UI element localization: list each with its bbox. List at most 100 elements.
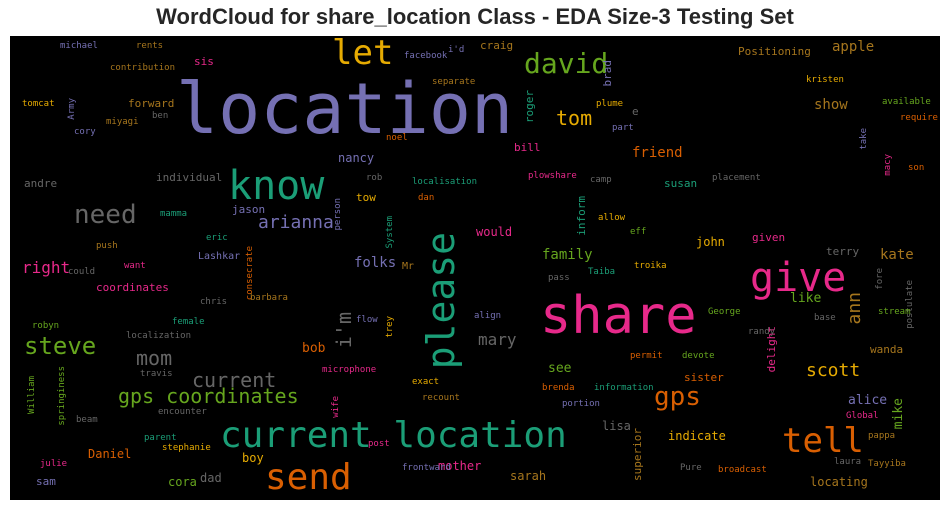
word-plowshare: plowshare	[528, 171, 577, 181]
word-mother: mother	[438, 459, 482, 473]
word-broadcast: broadcast	[718, 465, 767, 475]
word-roger: roger	[523, 90, 536, 124]
word-person: person	[333, 198, 343, 231]
word-bill: bill	[514, 141, 541, 154]
word-base: base	[814, 313, 836, 323]
word-pass: pass	[548, 273, 570, 283]
word-gps: gps	[654, 382, 701, 412]
word-chris: chris	[200, 297, 228, 307]
word-scott: scott	[806, 360, 861, 381]
word-superior: superior	[631, 428, 644, 481]
word-terry: terry	[826, 245, 860, 258]
word-eric: eric	[206, 233, 228, 243]
word-flow: flow	[356, 315, 378, 325]
word-brad: brad	[601, 60, 614, 87]
word-share: share	[540, 286, 697, 346]
word-require: require	[900, 113, 938, 123]
word-kate: kate	[880, 247, 914, 263]
word-separate: separate	[432, 77, 476, 87]
word-nancy: nancy	[338, 151, 375, 165]
word-e: e	[632, 105, 639, 118]
word-positioning: Positioning	[738, 45, 811, 58]
word-parent: parent	[144, 433, 177, 443]
word-see: see	[548, 361, 572, 376]
word-devote: devote	[682, 351, 715, 361]
word-beam: beam	[76, 415, 98, 425]
word-could: could	[68, 267, 96, 277]
word-exact: exact	[412, 377, 440, 387]
word-information: information	[594, 383, 654, 393]
word-ann: ann	[844, 292, 865, 325]
word-align: align	[474, 311, 502, 321]
word-need: need	[74, 200, 137, 230]
word-steve: steve	[24, 332, 97, 360]
word-george: George	[708, 307, 741, 317]
word-send: send	[265, 457, 352, 498]
word-mary: mary	[478, 330, 517, 349]
word-eff: eff	[630, 227, 647, 237]
word-daniel: Daniel	[88, 447, 132, 461]
word-taiba: Taiba	[588, 267, 616, 277]
word-mike: mike	[891, 398, 906, 430]
word-bob: bob	[302, 341, 326, 356]
word-julie: julie	[40, 459, 68, 469]
word-sis: sis	[194, 55, 214, 68]
word-michael: michael	[60, 41, 98, 51]
word-global: Global	[846, 411, 879, 421]
word-stephanie: stephanie	[162, 443, 211, 453]
word-camp: camp	[590, 175, 612, 185]
word-lashkar: Lashkar	[198, 251, 241, 262]
word-laura: laura	[834, 457, 862, 467]
word-dad: dad	[200, 471, 222, 485]
word-travis: travis	[140, 369, 173, 379]
word-mr: Mr	[402, 261, 415, 272]
word-like: like	[790, 291, 822, 306]
word-female: female	[172, 317, 205, 327]
word-sister: sister	[684, 371, 724, 384]
word-cory: cory	[74, 127, 96, 137]
word-pappa: pappa	[868, 431, 896, 441]
word-cora: cora	[168, 475, 197, 489]
word-current: current	[192, 368, 277, 392]
word-microphone: microphone	[322, 365, 377, 375]
word-postulate: postulate	[905, 280, 915, 329]
word-susan: susan	[664, 177, 698, 190]
word-indicate: indicate	[668, 429, 726, 443]
word-tom: tom	[556, 106, 593, 130]
word-tell: tell	[782, 421, 864, 461]
word-randy: randy	[748, 327, 776, 337]
word-sarah: sarah	[510, 469, 547, 483]
word-miyagi: miyagi	[106, 117, 139, 127]
word-tayyiba: Tayyiba	[868, 459, 906, 469]
word-robyn: robyn	[32, 321, 60, 331]
word-frontward: frontward	[402, 463, 451, 473]
word-contribution: contribution	[110, 63, 176, 73]
word-portion: portion	[562, 399, 600, 409]
word-pure: Pure	[680, 463, 702, 473]
word-mom: mom	[136, 346, 173, 370]
word-encounter: encounter	[158, 407, 207, 417]
word-jason: jason	[232, 203, 266, 216]
word-rents: rents	[136, 41, 164, 51]
word-wanda: wanda	[870, 343, 904, 356]
word-alice: alice	[848, 393, 888, 408]
word-gps-coordinates: gps coordinates	[118, 384, 299, 408]
word-push: push	[96, 241, 118, 251]
word-mamma: mamma	[160, 209, 188, 219]
word-allow: allow	[598, 213, 626, 223]
word-david: david	[524, 47, 609, 80]
word-placement: placement	[712, 173, 761, 183]
word-show: show	[814, 97, 848, 113]
word-right: right	[22, 258, 71, 277]
word-trey: trey	[385, 316, 395, 338]
word-craig: craig	[480, 39, 514, 52]
word-want: want	[124, 261, 146, 271]
word-william: William	[27, 376, 37, 414]
word-kristen: kristen	[806, 75, 844, 85]
word-plume: plume	[596, 99, 624, 109]
word-friend: friend	[632, 145, 683, 161]
word-rob: rob	[366, 173, 383, 183]
word-forward: forward	[128, 97, 175, 110]
word-i-d: i'd	[448, 45, 465, 55]
word-inform: inform	[575, 196, 588, 236]
